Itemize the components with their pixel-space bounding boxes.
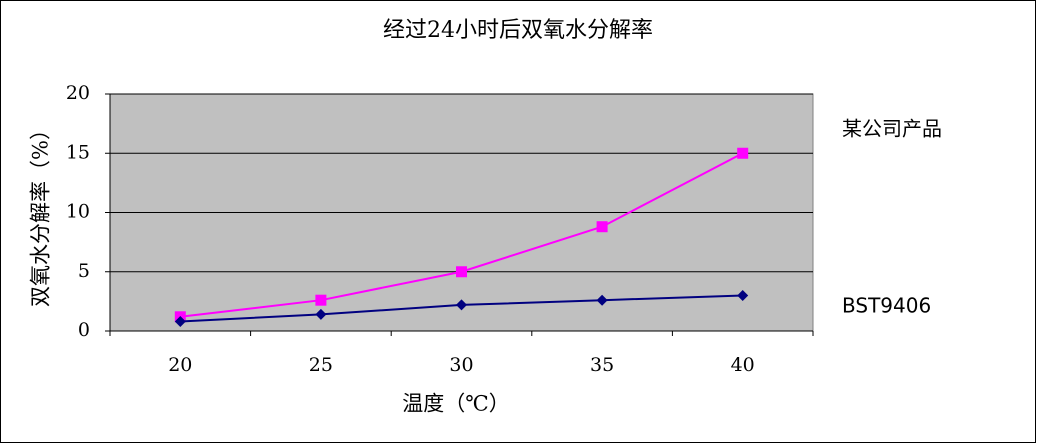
data-point <box>596 221 608 233</box>
x-tick-label: 20 <box>168 354 192 376</box>
x-tick-label: 35 <box>590 354 614 376</box>
y-tick-label: 15 <box>66 141 90 163</box>
data-point <box>456 266 467 278</box>
legend-label: 某公司产品 <box>842 117 942 141</box>
y-tick-label: 5 <box>78 260 90 282</box>
y-tick-label: 0 <box>78 319 90 341</box>
data-point <box>456 299 467 311</box>
data-point <box>315 294 327 306</box>
x-tick-label: 40 <box>731 354 755 376</box>
data-point <box>174 316 186 328</box>
x-tick-label: 25 <box>309 354 333 376</box>
x-tick-label: 30 <box>449 354 473 376</box>
y-tick-label: 10 <box>66 201 90 223</box>
y-axis-label: 双氧水分解率（%） <box>29 119 53 307</box>
y-tick-label: 20 <box>66 82 90 104</box>
data-point <box>737 147 749 159</box>
chart-title: 经过24小时后双氧水分解率 <box>383 18 653 43</box>
data-point <box>596 294 608 306</box>
x-axis-label: 温度（℃） <box>402 392 510 416</box>
legend-label: BST9406 <box>842 294 931 318</box>
data-point <box>737 289 749 301</box>
data-point <box>315 308 327 320</box>
